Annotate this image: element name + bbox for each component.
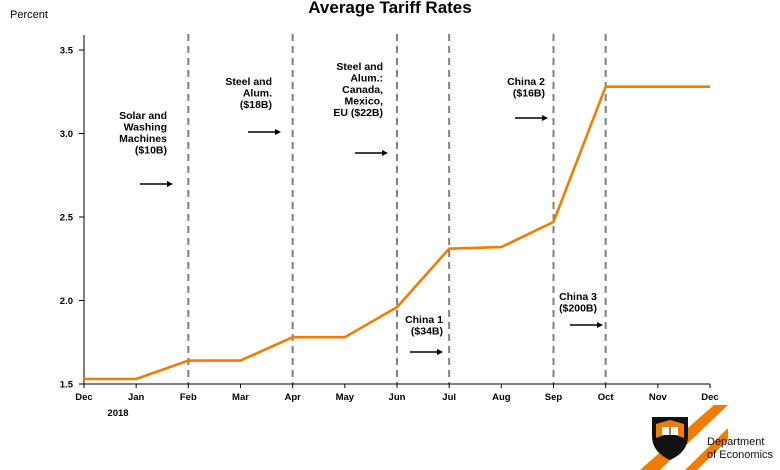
annotation-text-line: China 3 [559,291,597,303]
annotation-arrow-head [437,349,443,355]
y-axis-label: Percent [10,9,48,21]
chart-title: Average Tariff Rates [308,0,471,17]
x-tick-label: Sep [545,392,563,403]
annotation-arrow-head [275,129,281,135]
annotation-text-line: Steel and [336,61,383,73]
x-tick-label: Nov [649,392,668,403]
y-ticks: 1.5 2.0 2.5 3.0 3.5 [60,46,84,391]
year-label: 2018 [107,408,128,419]
annotation-text-line: Alum.: [350,73,383,85]
annotation-arrow-head [382,150,388,156]
annotation-arrow-head [597,322,603,328]
annotation-text-line: Steel and [225,76,272,88]
x-tick-label: Feb [180,392,197,403]
x-tick-label: Mar [232,392,249,403]
x-tick-label: Jan [128,392,145,403]
x-tick-label: Apr [284,392,301,403]
x-tick-label: Jul [442,392,456,403]
department-label: Department of Economics [707,436,773,462]
annotation-text-line: China 2 [507,76,545,88]
y-tick-label: 2.5 [60,213,74,224]
x-tick-label: Dec [75,392,92,403]
y-tick-label: 2.0 [60,296,73,307]
y-tick-label: 1.5 [60,380,74,391]
annotation-arrow-head [167,181,173,187]
annotation-text-line: ($34B) [411,326,443,338]
annotation-text-line: Washing [124,122,167,134]
logo-orange-stripe-2 [685,428,728,470]
x-tick-label: Jun [389,392,406,403]
annotation-text-line: ($18B) [240,99,272,111]
x-tick-label: Oct [598,392,615,403]
annotation-text-line: Solar and [119,110,167,122]
annotation-text-line: Canada, [342,84,383,96]
annotation-text-line: EU ($22B) [333,107,383,119]
x-ticks: Dec Jan Feb Mar Apr May Jun Jul Aug Sep Oct Nov Dec [75,384,719,403]
x-tick-label: May [336,392,355,403]
annotation-text-line: ($200B) [559,303,597,315]
annotation-text-line: Alum. [243,88,272,100]
y-tick-label: 3.0 [60,129,73,140]
y-tick-label: 3.5 [60,46,74,57]
x-tick-label: Aug [492,392,511,403]
annotation-arrow-head [542,115,548,121]
annotation-text-line: Mexico, [344,96,383,108]
x-tick-label: Dec [701,392,718,403]
data-points [83,86,711,380]
annotation-text-line: China 1 [405,314,443,326]
department-label-line2: of Economics [707,449,774,461]
annotation-text-line: Machines [119,133,167,145]
annotation-text-line: ($16B) [513,88,545,100]
department-label-line1: Department [707,436,765,448]
event-lines [187,34,607,384]
shield-logo [640,405,728,470]
annotation-text-line: ($10B) [135,145,167,157]
